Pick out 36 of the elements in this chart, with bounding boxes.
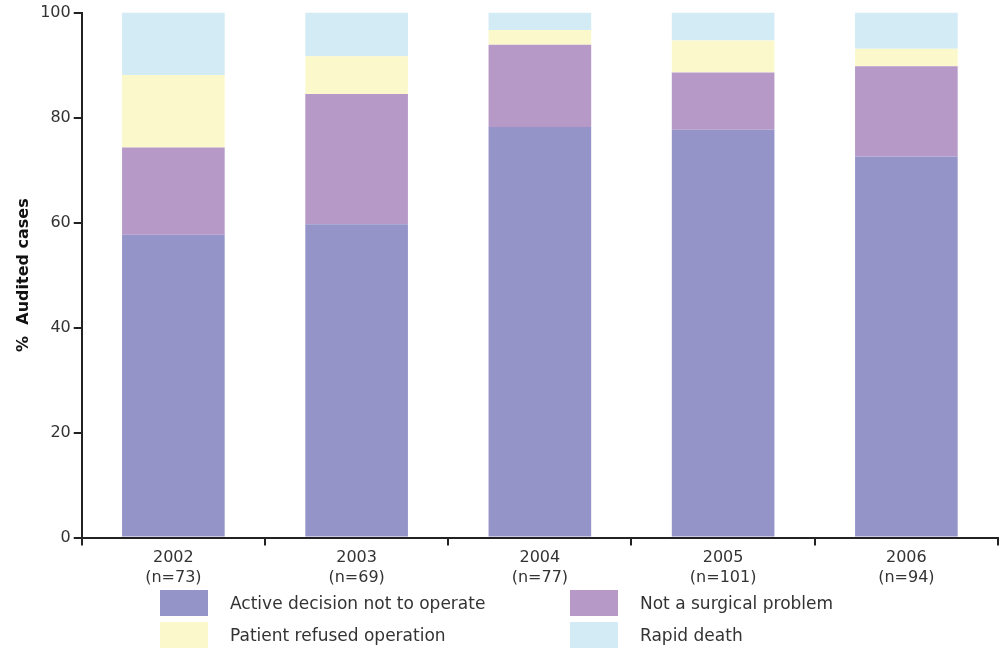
legend-label: Rapid death xyxy=(640,625,743,645)
y-tick-label: 40 xyxy=(50,316,71,336)
y-tick-label: 80 xyxy=(50,106,71,126)
bar xyxy=(671,72,775,130)
y-tick-label: 0 xyxy=(60,526,71,546)
bar xyxy=(305,224,408,537)
bar xyxy=(671,40,775,73)
legend-label: Not a surgical problem xyxy=(640,593,834,613)
bar xyxy=(122,12,225,76)
legend-label: Active decision not to operate xyxy=(230,593,486,613)
bar xyxy=(488,29,592,45)
x-tick-label: 2004 (n=77) xyxy=(511,547,569,586)
legend-label: Patient refused operation xyxy=(230,625,446,645)
x-tick-label: 2005 (n=101) xyxy=(689,547,757,586)
y-axis-title: % Audited cases xyxy=(12,198,32,352)
bar xyxy=(488,127,592,537)
bar xyxy=(671,129,775,537)
y-tick-label: 100 xyxy=(40,1,71,21)
bar xyxy=(305,56,408,94)
bar xyxy=(122,147,225,235)
bar xyxy=(855,156,958,537)
bar xyxy=(855,12,958,49)
x-tick-label: 2002 (n=73) xyxy=(145,547,202,586)
bar xyxy=(855,66,958,157)
bar xyxy=(671,12,775,41)
bar xyxy=(855,48,958,67)
bar xyxy=(488,44,592,128)
y-tick-label: 20 xyxy=(50,421,71,441)
x-tick-label: 2003 (n=69) xyxy=(328,547,385,586)
bar xyxy=(122,75,225,148)
bar xyxy=(488,12,592,30)
x-tick-label: 2006 (n=94) xyxy=(878,547,935,586)
bar xyxy=(122,234,225,537)
y-tick-label: 60 xyxy=(50,211,71,231)
bar xyxy=(305,93,408,225)
bar xyxy=(305,12,408,57)
